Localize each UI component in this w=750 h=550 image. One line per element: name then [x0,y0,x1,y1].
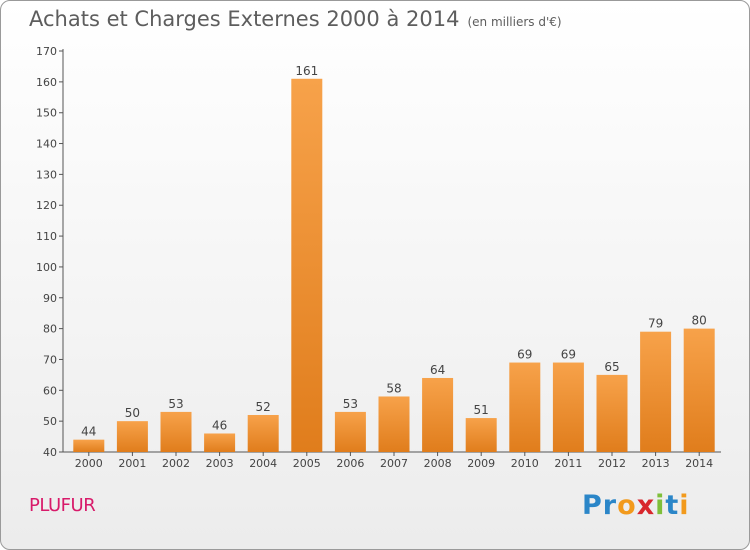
data-label-2008: 64 [430,363,445,377]
bar-2010 [509,362,541,452]
y-tick-label: 70 [43,353,57,366]
y-tick-label: 150 [36,107,57,120]
logo-letter: x [636,490,656,521]
y-tick-label: 160 [36,76,57,89]
y-tick-label: 170 [36,45,57,58]
logo-letter: o [617,490,637,521]
bar-2006 [334,411,366,452]
chart-title-text: Achats et Charges Externes 2000 à 2014 [29,7,460,31]
logo-letter: i [679,490,690,521]
y-tick-label: 80 [43,323,57,336]
y-tick-label: 90 [43,292,57,305]
bar-2004 [247,414,279,452]
bar-2003 [204,433,236,452]
bar-2014 [683,328,715,452]
logo-letter: P [582,490,603,521]
bar-2012 [596,374,628,452]
labels-group: 2000 44 2001 50 2002 53 2003 46 2004 52 2005 161 200… [75,64,713,470]
logo-letter: t [665,490,680,521]
bar-2001 [116,421,148,452]
data-label-2000: 44 [81,425,96,439]
y-tick-label: 120 [36,199,57,212]
logo-letter: i [655,490,666,521]
x-tick-label-2011: 2011 [554,457,582,470]
data-label-2009: 51 [474,403,489,417]
data-label-2014: 80 [692,314,707,328]
x-tick-label-2010: 2010 [511,457,539,470]
data-label-2005: 161 [295,64,318,78]
x-tick-label-2000: 2000 [75,457,103,470]
x-tick-label-2014: 2014 [685,457,713,470]
data-label-2010: 69 [517,348,532,362]
data-label-2013: 79 [648,317,663,331]
bar-2011 [552,362,584,452]
bar-2009 [465,418,497,452]
bar-2007 [378,396,410,452]
y-tick-label: 110 [36,230,57,243]
data-label-2001: 50 [125,406,140,420]
x-tick-label-2009: 2009 [467,457,495,470]
y-tick-label: 60 [43,384,57,397]
x-tick-label-2008: 2008 [424,457,452,470]
logo-letter: r [602,490,618,521]
y-tick-label: 130 [36,168,57,181]
x-tick-label-2005: 2005 [293,457,321,470]
bar-2002 [160,411,192,452]
data-label-2011: 69 [561,348,576,362]
bars-group [73,78,715,452]
data-label-2012: 65 [604,360,619,374]
chart-subtitle: (en milliers d'€) [467,15,562,29]
y-tick-label: 140 [36,138,57,151]
bar-2000 [73,439,105,452]
y-tick-label: 100 [36,261,57,274]
data-label-2003: 46 [212,418,227,432]
data-label-2006: 53 [343,397,358,411]
bar-2005 [291,78,323,452]
x-tick-label-2004: 2004 [249,457,277,470]
x-tick-label-2006: 2006 [336,457,364,470]
data-label-2004: 52 [256,400,271,414]
y-tick-label: 50 [43,415,57,428]
bar-2013 [640,331,672,452]
y-tick-label: 40 [43,446,57,459]
chart-title: Achats et Charges Externes 2000 à 2014 (e… [29,7,562,31]
x-tick-label-2001: 2001 [118,457,146,470]
bar-2008 [422,377,454,452]
x-tick-label-2002: 2002 [162,457,190,470]
data-label-2007: 58 [386,381,401,395]
proxiti-logo: Proxiti [582,490,690,521]
x-tick-label-2012: 2012 [598,457,626,470]
axes-group: 40 50 60 70 80 90 100 110 120 130 140 150 160 170 [36,45,721,459]
x-tick-label-2013: 2013 [642,457,670,470]
commune-name: PLUFUR [29,495,96,516]
data-label-2002: 53 [168,397,183,411]
x-tick-label-2003: 2003 [206,457,234,470]
x-tick-label-2007: 2007 [380,457,408,470]
